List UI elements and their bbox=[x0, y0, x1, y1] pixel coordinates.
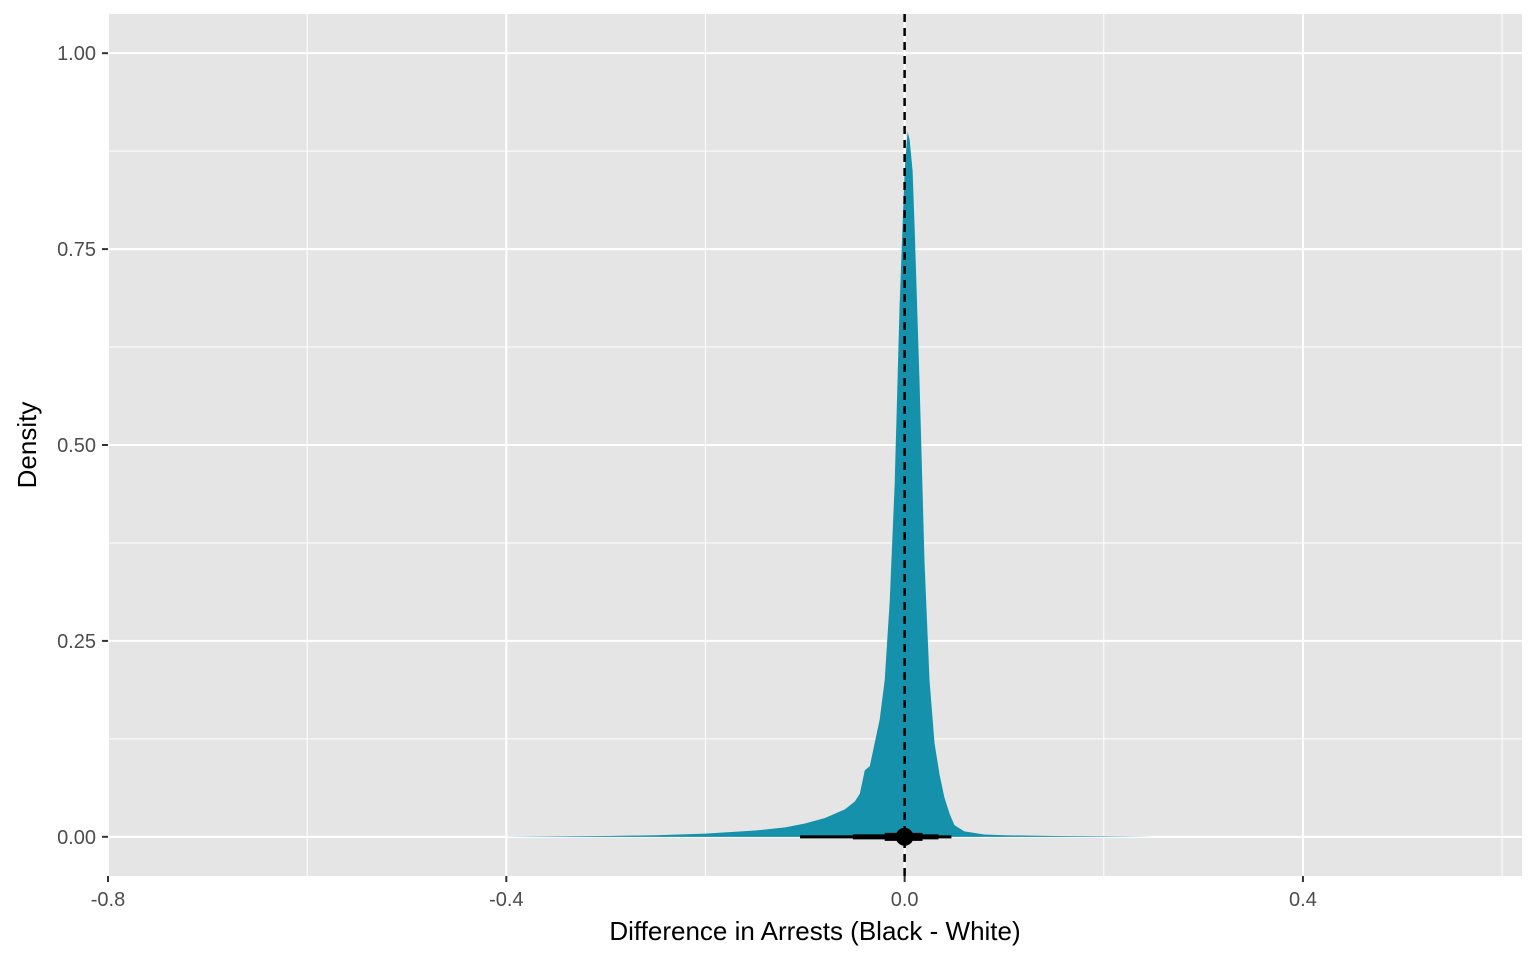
y-tick-label: 0.75 bbox=[57, 239, 96, 261]
y-axis-title: Density bbox=[12, 402, 42, 489]
median-point bbox=[895, 827, 914, 846]
x-tick-label: -0.4 bbox=[489, 889, 523, 911]
point-interval-layer bbox=[800, 827, 952, 846]
y-tick-label: 0.00 bbox=[57, 827, 96, 849]
x-tick-label: 0.0 bbox=[891, 889, 919, 911]
y-tick-label: 1.00 bbox=[57, 43, 96, 65]
x-axis: -0.8 -0.4 0.0 0.4 bbox=[91, 876, 1317, 911]
y-axis: 0.00 0.25 0.50 0.75 1.00 bbox=[57, 43, 108, 849]
y-tick-label: 0.25 bbox=[57, 631, 96, 653]
x-tick-label: 0.4 bbox=[1289, 889, 1317, 911]
x-tick-label: -0.8 bbox=[91, 889, 125, 911]
x-axis-title: Difference in Arrests (Black - White) bbox=[609, 916, 1020, 946]
y-tick-label: 0.50 bbox=[57, 435, 96, 457]
